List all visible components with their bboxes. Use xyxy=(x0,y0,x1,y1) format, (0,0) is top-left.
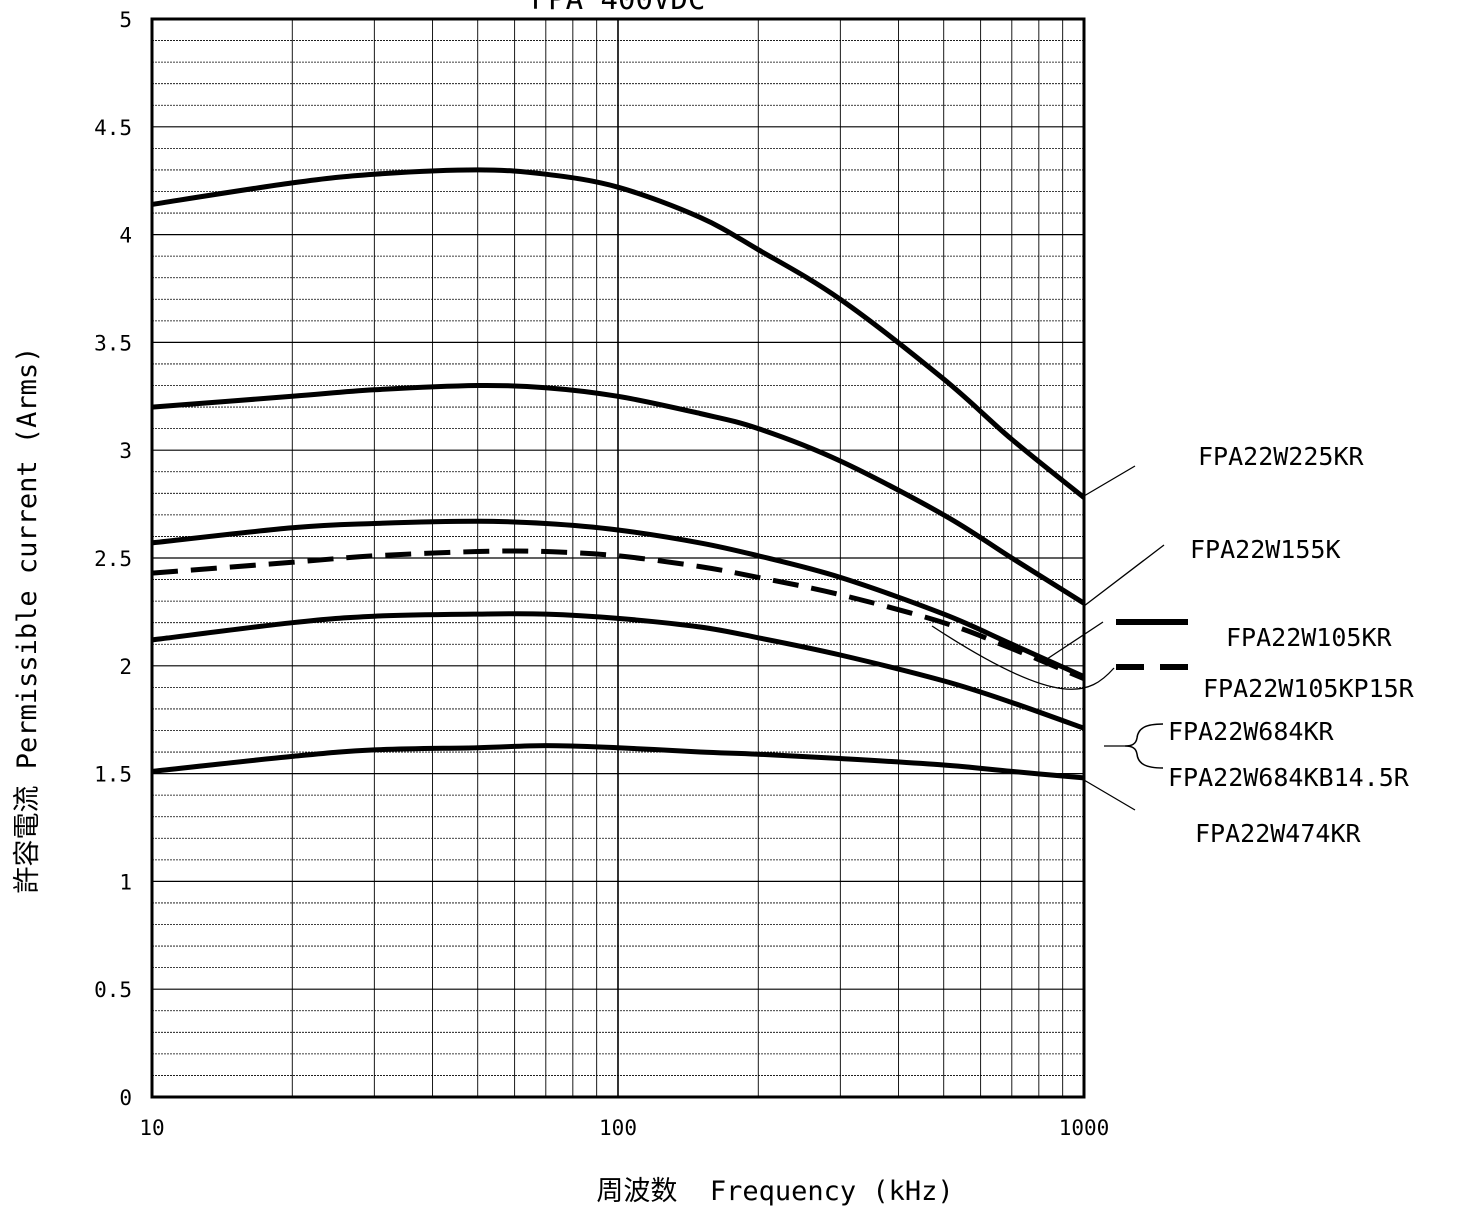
y-tick-label: 0 xyxy=(119,1086,132,1110)
y-tick-label: 5 xyxy=(119,8,132,32)
series-line-fpa22w474kr xyxy=(151,743,1085,781)
legend-label-fpa22w684kr: FPA22W684KR xyxy=(1168,717,1335,746)
x-tick-label: 1000 xyxy=(1059,1116,1110,1140)
series-line-fpa22w684kr-fpa22w684kb14-5r xyxy=(151,611,1085,731)
legend-leader-line xyxy=(1083,544,1165,607)
legend-label-fpa22w105kr: FPA22W105KR xyxy=(1226,623,1393,652)
y-tick-label: 2.5 xyxy=(94,547,132,571)
legend-label-fpa22w105kp15r: FPA22W105KP15R xyxy=(1203,674,1415,703)
legend-leader-line xyxy=(931,625,1115,690)
y-tick-label: 2 xyxy=(119,655,132,679)
series-line-fpa22w155k xyxy=(151,382,1086,606)
y-tick-label: 4.5 xyxy=(94,116,132,140)
legend-label-fpa22w684kb14-5r: FPA22W684KB14.5R xyxy=(1168,763,1410,792)
legend-leaders xyxy=(931,465,1188,811)
y-tick-label: 0.5 xyxy=(94,978,132,1002)
series-layer xyxy=(151,167,1086,781)
y-tick-label: 1.5 xyxy=(94,763,132,787)
tick-labels: 0 0.5 1 1.5 2 2.5 3 3.5 4 4.5 5 10 100 1000 xyxy=(94,8,1109,1140)
x-axis-title: 周波数 Frequency (kHz) xyxy=(596,1176,953,1207)
plot-frame xyxy=(150,17,1086,1099)
y-tick-label: 3.5 xyxy=(94,331,132,355)
legend-leader-line xyxy=(1083,465,1136,497)
legend-label-fpa22w474kr: FPA22W474KR xyxy=(1195,819,1362,848)
x-tick-label: 100 xyxy=(599,1116,637,1140)
y-tick-label: 1 xyxy=(119,870,132,894)
x-tick-label: 10 xyxy=(139,1116,164,1140)
legend-brace xyxy=(1124,723,1164,769)
series-line-fpa22w225kr xyxy=(151,167,1086,500)
series-line-fpa22w105kr xyxy=(151,518,1086,679)
y-axis-title: 許容電流 Permissible current (Arms) xyxy=(12,347,43,894)
series-line-fpa22w105kp15r xyxy=(151,548,1085,682)
chart-title: FPA 400VDC xyxy=(531,0,706,16)
grid-major xyxy=(152,19,1084,1097)
legend-leader-line xyxy=(1046,621,1104,660)
legend-label-fpa22w225kr: FPA22W225KR xyxy=(1198,442,1365,471)
legend-leader-line xyxy=(1083,779,1136,811)
y-tick-label: 3 xyxy=(119,439,132,463)
legend-label-fpa22w155k: FPA22W155K xyxy=(1190,535,1341,564)
y-tick-label: 4 xyxy=(119,224,132,248)
